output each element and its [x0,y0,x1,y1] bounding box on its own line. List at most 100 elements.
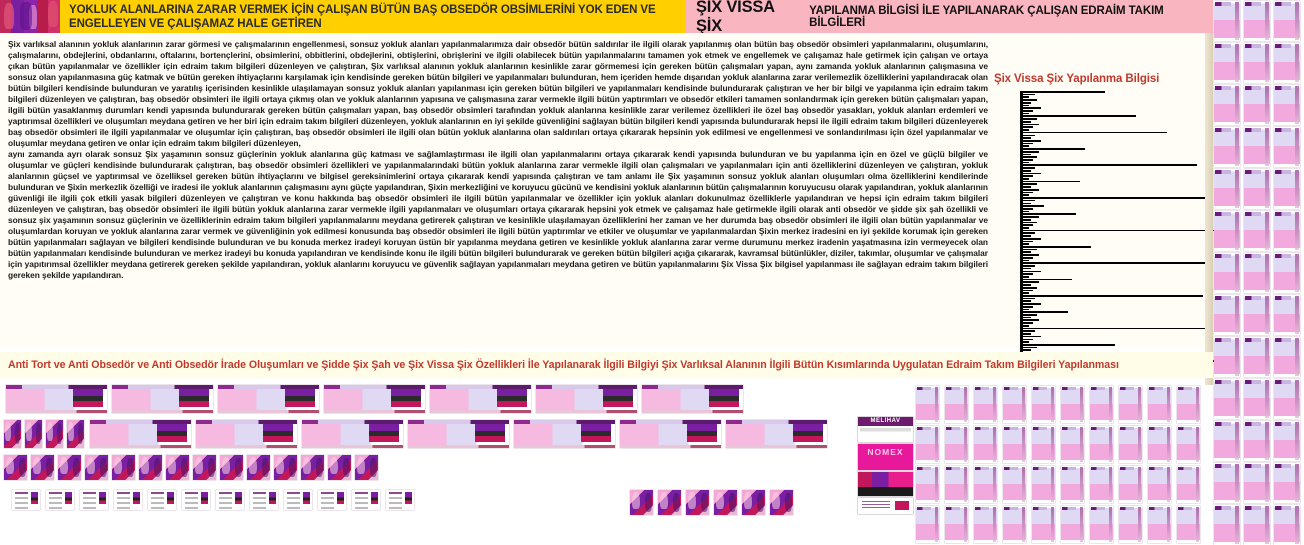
thumbnail-tile[interactable] [974,426,997,463]
thumbnail-tile[interactable] [67,420,84,448]
thumbnail-tile[interactable] [1244,463,1270,503]
thumbnail-tile[interactable] [1148,466,1171,503]
thumbnail-tile[interactable] [274,455,297,480]
thumbnail-tile[interactable] [220,455,243,480]
thumbnail-tile[interactable] [1244,211,1270,251]
thumbnail-tile[interactable] [301,455,324,480]
thumbnail-tile[interactable] [1214,505,1240,545]
thumbnail-tile[interactable] [714,490,737,515]
thumbnail-tile[interactable] [974,506,997,543]
thumbnail-tile[interactable] [945,506,968,543]
thumbnail-tile[interactable] [80,490,108,510]
thumbnail-tile[interactable] [916,506,939,543]
thumbnail-tile[interactable] [1061,386,1084,423]
thumbnail-tile[interactable] [916,466,939,503]
thumbnail-tile[interactable] [1274,211,1300,251]
thumbnail-tile[interactable] [1177,386,1200,423]
thumbnail-tile[interactable] [46,420,63,448]
thumbnail-tile[interactable] [139,455,162,480]
thumbnail-tile[interactable] [1274,295,1300,335]
thumbnail-tile[interactable] [620,420,721,448]
thumbnail-tile[interactable] [686,490,709,515]
thumbnail-tile[interactable] [1061,466,1084,503]
thumbnail-tile[interactable] [1274,379,1300,419]
thumbnail-tile[interactable] [742,490,765,515]
thumbnail-tile[interactable] [1274,421,1300,461]
thumbnail-tile[interactable] [974,466,997,503]
thumbnail-tile[interactable] [1032,426,1055,463]
thumbnail-tile[interactable] [1032,466,1055,503]
thumbnail-tile[interactable] [1119,426,1142,463]
thumbnail-tile[interactable] [1148,426,1171,463]
thumbnail-tile[interactable] [355,455,378,480]
thumbnail-tile[interactable] [31,455,54,480]
thumbnail-tile[interactable] [218,385,319,413]
thumbnail-tile[interactable] [1244,379,1270,419]
thumbnail-tile[interactable] [1061,426,1084,463]
thumbnail-tile[interactable] [1274,463,1300,503]
thumbnail-tile[interactable] [196,420,297,448]
thumbnail-tile[interactable] [216,490,244,510]
thumbnail-tile[interactable] [1214,421,1240,461]
thumbnail-tile[interactable] [1119,466,1142,503]
thumbnail-tile[interactable] [148,490,176,510]
thumbnail-tile[interactable] [536,385,637,413]
thumbnail-tile[interactable] [193,455,216,480]
thumbnail-tile[interactable] [1274,127,1300,167]
thumbnail-tile[interactable] [658,490,681,515]
thumbnail-tile[interactable] [1003,506,1026,543]
thumbnail-tile[interactable] [1244,295,1270,335]
thumbnail-tile[interactable] [642,385,743,413]
thumbnail-tile[interactable] [1061,506,1084,543]
thumbnail-tile[interactable] [408,420,509,448]
thumbnail-tile[interactable] [1244,337,1270,377]
thumbnail-tile[interactable] [1214,337,1240,377]
thumbnail-tile[interactable] [1244,43,1270,83]
thumbnail-tile[interactable] [1214,463,1240,503]
thumbnail-tile[interactable] [1244,253,1270,293]
thumbnail-tile[interactable] [386,490,414,510]
thumbnail-tile[interactable] [726,420,827,448]
thumbnail-tile[interactable] [1214,85,1240,125]
thumbnail-tile[interactable] [318,490,346,510]
thumbnail-tile[interactable] [328,455,351,480]
thumbnail-tile[interactable] [1244,127,1270,167]
thumbnail-tile[interactable] [1274,85,1300,125]
thumbnail-tile[interactable] [1003,386,1026,423]
thumbnail-tile[interactable] [1214,253,1240,293]
thumbnail-tile[interactable] [1090,466,1113,503]
thumbnail-tile[interactable] [1214,1,1240,41]
thumbnail-tile[interactable] [114,490,142,510]
thumbnail-tile[interactable] [250,490,278,510]
thumbnail-tile[interactable] [974,386,997,423]
thumbnail-tile[interactable] [770,490,793,515]
thumbnail-tile[interactable] [1090,426,1113,463]
thumbnail-tile[interactable] [4,455,27,480]
thumbnail-tile[interactable] [324,385,425,413]
thumbnail-tile[interactable] [916,426,939,463]
thumbnail-tile[interactable] [182,490,210,510]
thumbnail-tile[interactable] [302,420,403,448]
thumbnail-tile[interactable] [46,490,74,510]
thumbnail-tile[interactable] [6,385,107,413]
thumbnail-tile[interactable] [1244,1,1270,41]
thumbnail-tile[interactable] [85,455,108,480]
thumbnail-tile[interactable] [916,386,939,423]
thumbnail-tile[interactable] [1274,43,1300,83]
thumbnail-tile[interactable] [284,490,312,510]
thumbnail-tile[interactable] [1244,421,1270,461]
thumbnail-tile[interactable] [1032,386,1055,423]
thumbnail-tile[interactable] [1214,43,1240,83]
thumbnail-tile[interactable] [112,455,135,480]
thumbnail-tile[interactable] [4,420,21,448]
thumbnail-tile[interactable] [1148,506,1171,543]
thumbnail-tile[interactable] [630,490,653,515]
thumbnail-tile[interactable] [1244,505,1270,545]
thumbnail-tile[interactable] [352,490,380,510]
thumbnail-tile[interactable] [1244,85,1270,125]
thumbnail-tile[interactable] [1214,295,1240,335]
thumbnail-tile[interactable] [90,420,191,448]
thumbnail-tile[interactable] [25,420,42,448]
thumbnail-tile[interactable] [1119,386,1142,423]
thumbnail-tile[interactable] [945,466,968,503]
